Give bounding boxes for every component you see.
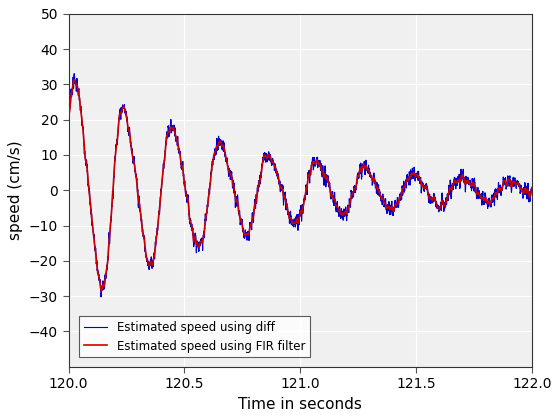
Line: Estimated speed using diff: Estimated speed using diff [68, 74, 532, 297]
Estimated speed using diff [515, 181, 521, 186]
Y-axis label: speed (cm/s): speed (cm/s) [8, 140, 24, 240]
Estimated speed using diff [529, 185, 535, 190]
Estimated speed using diff [402, 181, 409, 186]
Estimated speed using FIR filter [264, 155, 270, 160]
Estimated speed using diff [260, 155, 267, 160]
Estimated speed using FIR filter [492, 193, 498, 198]
X-axis label: Time in seconds: Time in seconds [239, 396, 362, 412]
Estimated speed using FIR filter [402, 182, 409, 187]
Estimated speed using diff [264, 156, 270, 161]
Estimated speed using diff [97, 294, 104, 299]
Estimated speed using FIR filter [260, 155, 267, 160]
Legend: Estimated speed using diff, Estimated speed using FIR filter: Estimated speed using diff, Estimated sp… [79, 316, 310, 357]
Estimated speed using FIR filter [98, 289, 105, 294]
Estimated speed using FIR filter [529, 187, 535, 192]
Estimated speed using FIR filter [286, 214, 292, 219]
Estimated speed using diff [286, 213, 292, 218]
Estimated speed using FIR filter [65, 115, 72, 120]
Estimated speed using diff [492, 190, 498, 195]
Estimated speed using diff [65, 116, 72, 121]
Line: Estimated speed using FIR filter: Estimated speed using FIR filter [68, 80, 532, 291]
Estimated speed using diff [71, 71, 77, 76]
Estimated speed using FIR filter [515, 181, 521, 186]
Estimated speed using FIR filter [72, 77, 78, 82]
